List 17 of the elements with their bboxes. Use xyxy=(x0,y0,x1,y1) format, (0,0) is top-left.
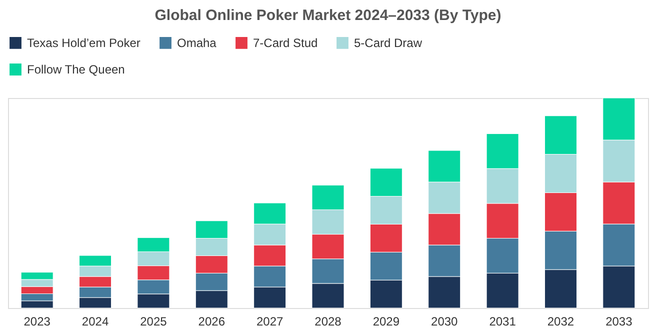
legend-label: 7-Card Stud xyxy=(253,36,318,50)
legend-label: Follow The Queen xyxy=(27,62,125,76)
x-tick-label: 2026 xyxy=(198,314,226,328)
legend-label: Omaha xyxy=(177,36,217,50)
x-tick-label: 2023 xyxy=(24,314,51,328)
x-tick-label: 2033 xyxy=(606,314,633,328)
x-tick-label: 2024 xyxy=(82,314,109,328)
legend-label: Texas Hold’em Poker xyxy=(27,36,140,50)
x-tick-label: 2030 xyxy=(431,314,458,328)
x-tick-label: 2025 xyxy=(140,314,168,328)
x-tick-label: 2031 xyxy=(489,314,516,328)
x-tick-label: 2032 xyxy=(547,314,574,328)
x-tick-label: 2027 xyxy=(256,314,284,328)
x-tick-label: 2029 xyxy=(372,314,400,328)
legend-label: 5-Card Draw xyxy=(354,36,422,50)
x-tick-label: 2028 xyxy=(314,314,342,328)
chart-title: Global Online Poker Market 2024–2033 (By Type) xyxy=(154,7,502,24)
